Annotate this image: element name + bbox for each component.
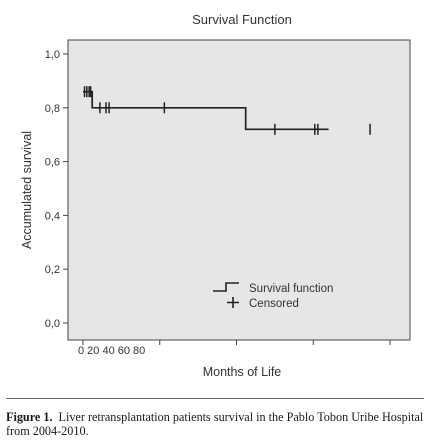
x-tick-labels: 0 20 40 60 80 [78,345,145,357]
y-tick-label: 0,0 [45,318,60,330]
y-tick-label: 0,8 [45,103,60,115]
legend-censor-swatch [227,297,239,308]
figure-caption: Figure 1. Liver retransplantation patient… [6,410,426,438]
legend-label-survival: Survival function [249,283,333,295]
caption-rule-top [6,398,424,399]
y-tick-label: 1,0 [45,49,60,61]
y-tick-label: 0,4 [45,210,60,222]
y-tick-label: 0,2 [45,264,60,276]
legend: Survival function Censored [213,282,333,310]
legend-step-swatch [213,282,239,292]
plot-area [67,39,411,341]
plot-layer: 0,0 0,2 0,4 0,6 0,8 1,0 [45,39,411,345]
y-tick-label: 0,6 [45,157,60,169]
x-axis-label: Months of Life [203,365,282,379]
chart-title: Survival Function [192,12,292,27]
caption-label: Figure 1. [6,410,53,424]
y-axis-label: Accumulated survival [20,131,34,249]
legend-label-censored: Censored [249,298,299,310]
caption-text: Liver retransplantation patients surviva… [6,410,424,438]
survival-chart: 0,0 0,2 0,4 0,6 0,8 1,0 Survival Function Mon… [20,12,411,379]
